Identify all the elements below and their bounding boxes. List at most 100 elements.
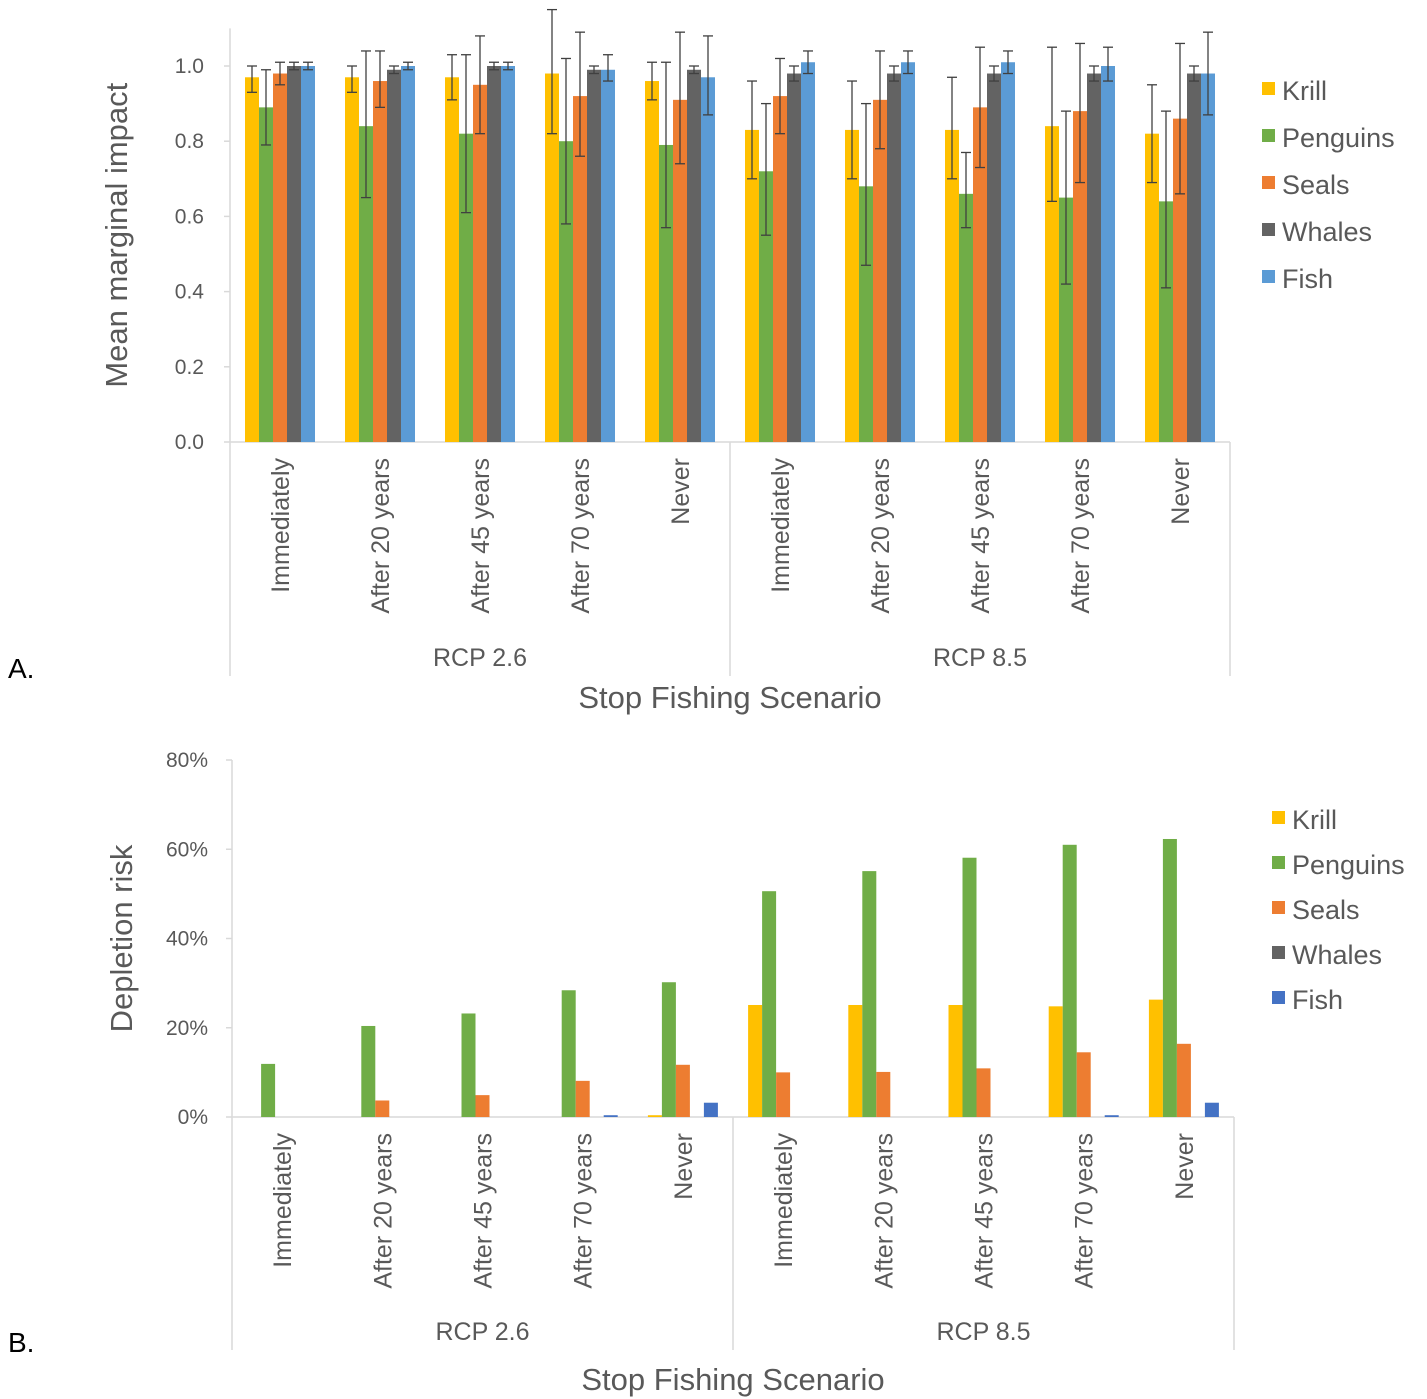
bar-krill-5 bbox=[748, 1004, 763, 1117]
bar-seals-7 bbox=[976, 1068, 991, 1117]
bar-whales-4 bbox=[687, 69, 701, 442]
bar-krill-2 bbox=[445, 77, 459, 442]
legend-label-seals: Seals bbox=[1292, 895, 1360, 925]
bar-penguins-4 bbox=[659, 144, 673, 442]
y-tick-label: 20% bbox=[166, 1017, 208, 1040]
bar-seals-2 bbox=[473, 84, 487, 443]
bar-whales-7 bbox=[987, 73, 1001, 443]
bar-krill-9 bbox=[1145, 133, 1159, 442]
bar-whales-3 bbox=[587, 69, 601, 442]
bar-seals-1 bbox=[373, 81, 387, 442]
bar-seals-6 bbox=[873, 99, 887, 442]
category-label: After 70 years bbox=[1067, 458, 1095, 614]
y-tick-label: 0.0 bbox=[175, 431, 204, 454]
category-label: After 45 years bbox=[470, 1133, 498, 1289]
group-label: RCP 2.6 bbox=[435, 1318, 529, 1346]
bar-penguins-2 bbox=[461, 1013, 476, 1117]
bar-whales-5 bbox=[787, 73, 801, 443]
bar-krill-8 bbox=[1045, 126, 1059, 442]
legend-label-penguins: Penguins bbox=[1292, 850, 1405, 880]
bar-penguins-6 bbox=[862, 871, 877, 1117]
category-label: Immediately bbox=[767, 458, 795, 593]
bar-penguins-7 bbox=[962, 857, 977, 1117]
legend-swatch-whales bbox=[1262, 223, 1275, 236]
category-label: Immediately bbox=[770, 1133, 798, 1268]
legend-swatch-penguins bbox=[1262, 129, 1275, 142]
bar-krill-6 bbox=[845, 129, 859, 443]
bar-penguins-4 bbox=[661, 982, 676, 1117]
bar-fish-3 bbox=[601, 69, 615, 442]
y-tick-label: 1.0 bbox=[175, 55, 204, 78]
bar-fish-5 bbox=[801, 62, 815, 443]
bar-krill-9 bbox=[1148, 999, 1163, 1117]
category-label: Immediately bbox=[267, 458, 295, 593]
category-label: Never bbox=[1171, 1133, 1199, 1200]
y-tick-label: 0.8 bbox=[175, 130, 204, 153]
bar-fish-4 bbox=[703, 1102, 718, 1117]
legend-label-fish: Fish bbox=[1282, 264, 1333, 294]
category-label: After 20 years bbox=[867, 458, 895, 614]
bar-krill-0 bbox=[245, 77, 259, 442]
category-label: After 20 years bbox=[367, 458, 395, 614]
bar-seals-3 bbox=[573, 96, 587, 442]
category-label: After 45 years bbox=[971, 1133, 999, 1289]
bar-penguins-3 bbox=[561, 990, 576, 1117]
legend: Krill Penguins Seals Whales Fish bbox=[1272, 805, 1405, 1015]
category-label: After 45 years bbox=[467, 458, 495, 614]
chart-panel-a: 0.0 0.2 0.4 0.6 0.8 1.0 Immediately After 20 ye… bbox=[8, 8, 1395, 715]
bar-fish-4 bbox=[701, 77, 715, 442]
bar-krill-5 bbox=[745, 129, 759, 443]
category-label: After 70 years bbox=[570, 1133, 598, 1289]
group-label: RCP 2.6 bbox=[433, 644, 527, 672]
category-label: Immediately bbox=[269, 1133, 297, 1268]
x-axis-title: Stop Fishing Scenario bbox=[578, 680, 881, 715]
legend: Krill Penguins Seals Whales Fish bbox=[1262, 76, 1395, 294]
bar-seals-9 bbox=[1173, 118, 1187, 442]
bar-krill-4 bbox=[645, 81, 659, 442]
legend-label-whales: Whales bbox=[1282, 217, 1372, 247]
category-label: Never bbox=[670, 1133, 698, 1200]
y-tick-label: 0.4 bbox=[175, 281, 205, 304]
bar-fish-8 bbox=[1104, 1115, 1119, 1117]
bar-whales-0 bbox=[287, 66, 301, 442]
legend-swatch-seals bbox=[1262, 176, 1275, 189]
bar-fish-9 bbox=[1204, 1102, 1219, 1117]
bar-krill-1 bbox=[345, 77, 359, 442]
legend-label-seals: Seals bbox=[1282, 170, 1350, 200]
bar-penguins-5 bbox=[762, 891, 777, 1117]
bar-seals-9 bbox=[1176, 1043, 1191, 1117]
category-label: After 20 years bbox=[369, 1133, 397, 1289]
legend-label-krill: Krill bbox=[1292, 805, 1337, 835]
bar-whales-1 bbox=[387, 69, 401, 442]
category-label: After 20 years bbox=[870, 1133, 898, 1289]
y-tick-label: 60% bbox=[166, 838, 208, 861]
legend-swatch-whales bbox=[1272, 946, 1285, 959]
y-tick-label: 40% bbox=[166, 928, 208, 951]
bar-penguins-7 bbox=[959, 193, 973, 442]
y-tick-label: 0.2 bbox=[175, 356, 204, 379]
legend-label-fish: Fish bbox=[1292, 985, 1343, 1015]
bar-penguins-6 bbox=[859, 186, 873, 442]
bar-krill-6 bbox=[848, 1004, 863, 1117]
bar-penguins-1 bbox=[359, 126, 373, 442]
group-label: RCP 8.5 bbox=[936, 1318, 1030, 1346]
y-tick-label: 0% bbox=[178, 1106, 208, 1129]
bar-penguins-3 bbox=[559, 141, 573, 442]
bar-fish-3 bbox=[603, 1115, 618, 1117]
bar-seals-8 bbox=[1073, 111, 1087, 443]
bar-seals-4 bbox=[673, 99, 687, 442]
bar-penguins-2 bbox=[459, 133, 473, 442]
bar-penguins-9 bbox=[1162, 838, 1177, 1117]
bar-penguins-0 bbox=[259, 107, 273, 443]
legend-label-penguins: Penguins bbox=[1282, 123, 1395, 153]
category-label: After 70 years bbox=[1071, 1133, 1099, 1289]
bar-penguins-0 bbox=[261, 1063, 276, 1117]
bar-krill-7 bbox=[948, 1004, 963, 1117]
bar-fish-9 bbox=[1201, 73, 1215, 443]
y-tick-label: 0.6 bbox=[175, 205, 204, 228]
category-label: Never bbox=[1167, 458, 1195, 525]
bar-whales-8 bbox=[1087, 73, 1101, 443]
bar-whales-6 bbox=[887, 73, 901, 443]
bar-penguins-8 bbox=[1062, 844, 1077, 1117]
